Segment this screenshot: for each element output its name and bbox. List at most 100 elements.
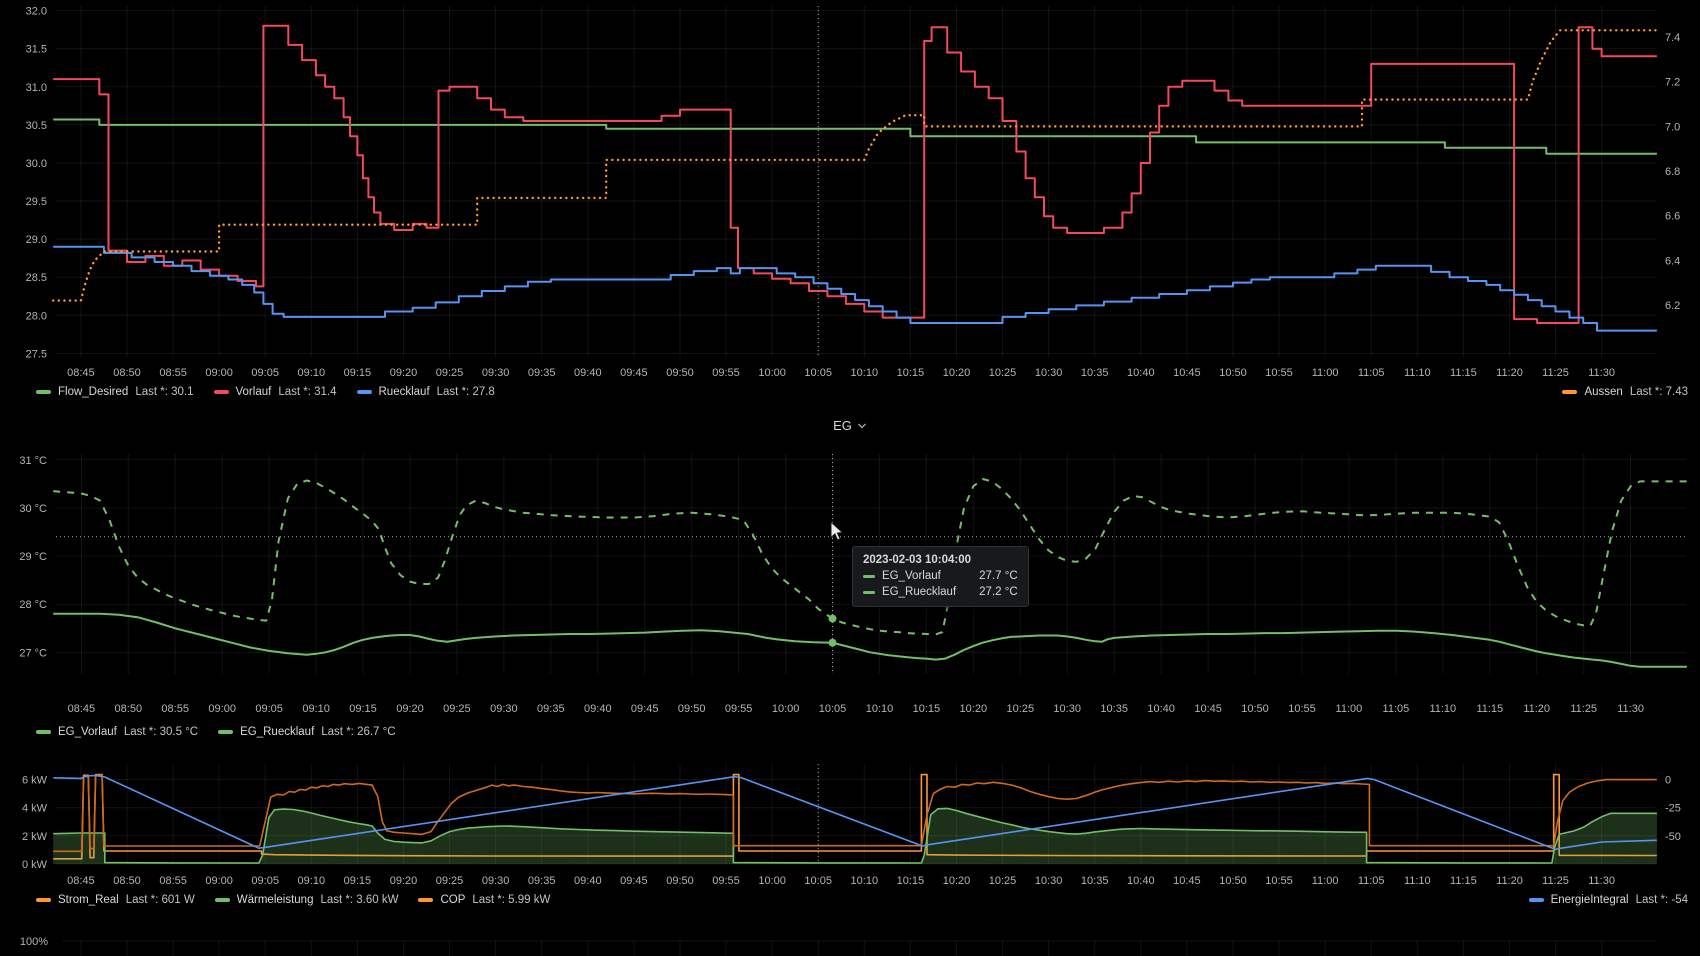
svg-text:11:20: 11:20 [1523, 703, 1550, 715]
svg-text:4 kW: 4 kW [22, 803, 48, 815]
svg-text:-25: -25 [1665, 803, 1681, 815]
svg-text:08:45: 08:45 [67, 367, 95, 379]
svg-text:10:10: 10:10 [851, 875, 879, 887]
svg-text:10:20: 10:20 [960, 703, 988, 715]
legend-label: Aussen [1584, 386, 1623, 398]
svg-text:09:45: 09:45 [620, 875, 648, 887]
svg-text:10:35: 10:35 [1081, 367, 1109, 379]
svg-text:10:45: 10:45 [1173, 875, 1201, 887]
svg-text:10:55: 10:55 [1265, 367, 1293, 379]
svg-text:08:55: 08:55 [159, 367, 187, 379]
legend-label: Wärmeleistung [236, 894, 314, 906]
svg-text:29.0: 29.0 [26, 234, 47, 246]
svg-text:09:45: 09:45 [620, 367, 648, 379]
svg-text:29.5: 29.5 [26, 196, 47, 208]
svg-text:09:55: 09:55 [712, 367, 740, 379]
legend-item-cop[interactable]: COP Last *: 5.99 kW [418, 894, 550, 906]
svg-text:6.6: 6.6 [1665, 211, 1680, 223]
svg-text:10:25: 10:25 [1007, 703, 1035, 715]
svg-text:11:05: 11:05 [1358, 875, 1385, 887]
svg-text:11:05: 11:05 [1358, 367, 1385, 379]
svg-text:09:15: 09:15 [349, 703, 377, 715]
svg-text:10:00: 10:00 [758, 875, 786, 887]
legend-item-waermeleistung[interactable]: Wärmeleistung Last *: 3.60 kW [214, 894, 399, 906]
legend-label: Vorlauf [235, 386, 272, 398]
partial-next-chart[interactable]: 100% [0, 926, 1700, 956]
svg-text:10:10: 10:10 [866, 703, 894, 715]
legend-item-aussen[interactable]: Aussen Last *: 7.43 [1562, 386, 1688, 398]
panel-title-eg[interactable]: EG [0, 417, 1700, 433]
svg-text:11:30: 11:30 [1617, 703, 1644, 715]
svg-text:10:05: 10:05 [804, 875, 832, 887]
svg-text:10:15: 10:15 [913, 703, 941, 715]
series-swatch-eg-ruecklauf [863, 590, 875, 594]
svg-text:10:55: 10:55 [1265, 875, 1293, 887]
svg-text:10:50: 10:50 [1241, 703, 1269, 715]
chevron-down-icon [857, 417, 867, 432]
svg-text:28 °C: 28 °C [19, 599, 47, 611]
svg-text:08:50: 08:50 [113, 875, 141, 887]
svg-text:10:05: 10:05 [804, 367, 832, 379]
legend-right-group: EnergieIntegral Last *: -54 [1528, 894, 1688, 906]
svg-text:11:25: 11:25 [1542, 875, 1569, 887]
legend-last-value: Last *: 26.7 °C [321, 726, 396, 738]
legend-last-value: Last *: 31.4 [278, 386, 337, 398]
series-swatch-cop [418, 898, 434, 902]
svg-text:10:35: 10:35 [1100, 703, 1128, 715]
series-swatch-aussen [1562, 390, 1578, 394]
svg-text:100%: 100% [20, 936, 48, 948]
legend-power: Strom_Real Last *: 601 W Wärmeleistung L… [36, 894, 1688, 906]
svg-text:10:40: 10:40 [1127, 367, 1155, 379]
tooltip-series-name: EG_Ruecklauf [882, 586, 957, 598]
legend-label: EG_Ruecklauf [240, 726, 315, 738]
svg-text:08:50: 08:50 [115, 703, 143, 715]
svg-text:11:20: 11:20 [1496, 875, 1523, 887]
svg-text:7.0: 7.0 [1665, 121, 1680, 133]
svg-text:28.0: 28.0 [26, 310, 47, 322]
legend-last-value: Last *: 3.60 kW [320, 894, 399, 906]
svg-text:09:25: 09:25 [443, 703, 471, 715]
legend-item-eg-vorlauf[interactable]: EG_Vorlauf Last *: 30.5 °C [36, 726, 198, 738]
svg-text:0 kW: 0 kW [22, 859, 48, 871]
tooltip-series-value: 27.7 °C [979, 570, 1018, 582]
legend-temperatures: Flow_Desired Last *: 30.1 Vorlauf Last *… [36, 386, 1688, 398]
svg-text:08:55: 08:55 [159, 875, 187, 887]
legend-item-vorlauf[interactable]: Vorlauf Last *: 31.4 [213, 386, 337, 398]
svg-text:6.2: 6.2 [1665, 300, 1680, 312]
svg-text:31.5: 31.5 [26, 44, 47, 56]
legend-item-strom-real[interactable]: Strom_Real Last *: 601 W [36, 894, 195, 906]
legend-item-flow-desired[interactable]: Flow_Desired Last *: 30.1 [36, 386, 194, 398]
eg-temperature-chart[interactable]: 08:45 08:50 08:55 09:00 09:05 09:10 09:15 09:20… [0, 446, 1700, 722]
tooltip-row-eg-vorlauf: EG_Vorlauf 27.7 °C [863, 570, 1018, 582]
svg-text:11:10: 11:10 [1429, 703, 1456, 715]
svg-text:09:40: 09:40 [584, 703, 612, 715]
svg-text:10:40: 10:40 [1147, 703, 1175, 715]
svg-text:09:20: 09:20 [390, 875, 418, 887]
power-chart[interactable]: 08:45 08:50 08:55 09:00 09:05 09:10 09:15 09:20… [0, 754, 1700, 894]
svg-text:30.0: 30.0 [26, 158, 47, 170]
svg-text:27 °C: 27 °C [19, 647, 47, 659]
svg-text:6.8: 6.8 [1665, 166, 1680, 178]
legend-item-ruecklauf[interactable]: Ruecklauf Last *: 27.8 [356, 386, 495, 398]
temperature-chart[interactable]: 08:45 08:50 08:55 09:00 09:05 09:10 09:15 09:20… [0, 0, 1700, 382]
svg-text:09:25: 09:25 [436, 367, 464, 379]
legend-item-eg-ruecklauf[interactable]: EG_Ruecklauf Last *: 26.7 °C [218, 726, 396, 738]
legend-item-energieintegral[interactable]: EnergieIntegral Last *: -54 [1528, 894, 1688, 906]
legend-label: Ruecklauf [378, 386, 430, 398]
svg-text:10:20: 10:20 [943, 875, 971, 887]
svg-text:09:40: 09:40 [574, 367, 602, 379]
svg-text:7.4: 7.4 [1665, 32, 1680, 44]
svg-text:10:50: 10:50 [1219, 875, 1247, 887]
tooltip-series-value: 27.2 °C [979, 586, 1018, 598]
svg-text:09:35: 09:35 [528, 875, 556, 887]
svg-text:09:05: 09:05 [251, 367, 279, 379]
svg-text:09:35: 09:35 [528, 367, 556, 379]
svg-text:09:50: 09:50 [666, 875, 694, 887]
svg-text:10:25: 10:25 [989, 875, 1017, 887]
svg-text:09:00: 09:00 [208, 703, 236, 715]
svg-text:11:00: 11:00 [1312, 875, 1339, 887]
svg-text:11:05: 11:05 [1383, 703, 1410, 715]
svg-text:31.0: 31.0 [26, 82, 47, 94]
panel-title-text: EG [833, 418, 852, 433]
svg-text:6.4: 6.4 [1665, 255, 1680, 267]
